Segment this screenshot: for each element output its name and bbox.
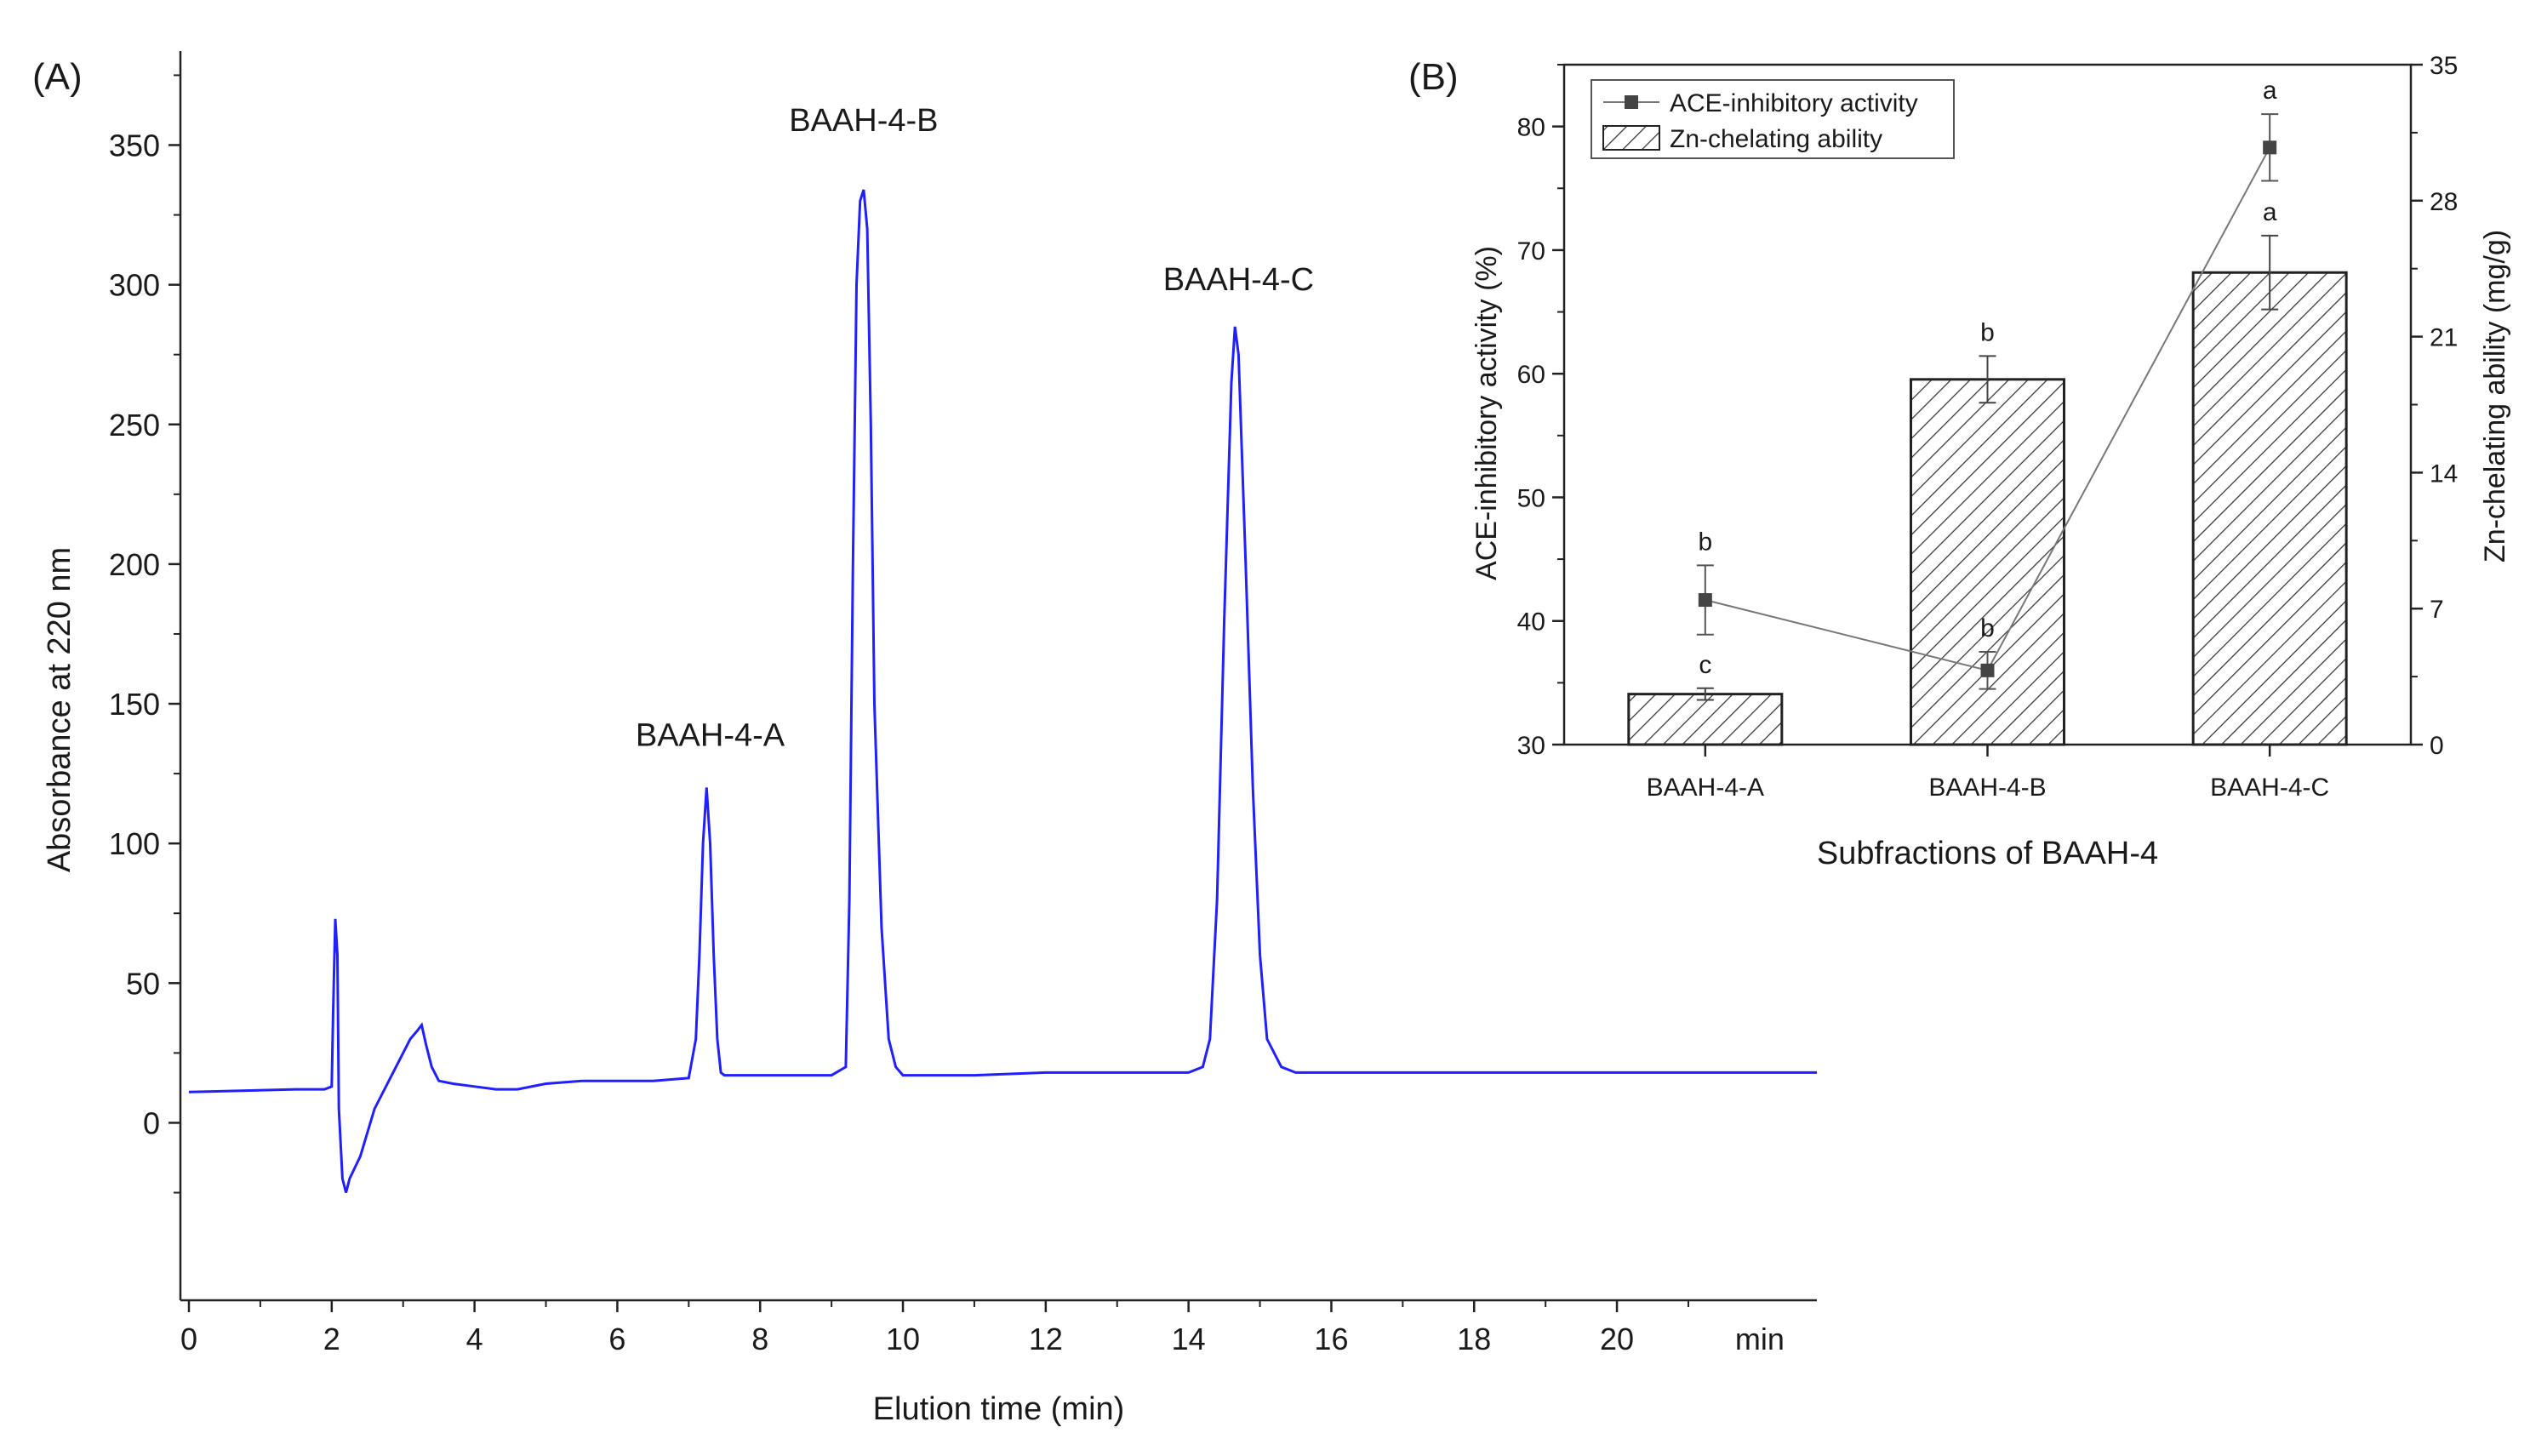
chromatogram-trace (188, 189, 1817, 1193)
y-tick-label: 200 (109, 547, 160, 582)
legend-box (1591, 79, 1955, 159)
y-tick-label: 30 (1517, 732, 1545, 760)
ace-point (2263, 140, 2277, 155)
legend-marker-swatch (1625, 95, 1638, 109)
x-tick-label: BAAH-4-B (1928, 774, 2046, 802)
activity-panel: (B) c b a 30 40 50 60 70 80 0 7 14 21 28 35 BAAH-4-A BA… (1408, 52, 2511, 871)
y-tick-label: 40 (1517, 608, 1545, 637)
y-tick-label: 50 (1517, 484, 1545, 512)
x-axis-title: Subfractions of BAAH-4 (1817, 836, 2158, 871)
x-tick-label: 20 (1600, 1322, 1634, 1356)
x-tick-label: 0 (180, 1322, 197, 1356)
zn-significance-letter: b (1980, 318, 1995, 346)
y-tick-label: 60 (1517, 361, 1545, 389)
panel-b-label: (B) (1408, 56, 1459, 98)
ace-point (1698, 593, 1712, 608)
x-tick-label: 8 (751, 1322, 768, 1356)
y-tick-label: 0 (143, 1105, 160, 1140)
panel-a-label: (A) (32, 56, 83, 98)
ace-point (1980, 663, 1995, 677)
zn-bar (2191, 271, 2348, 746)
x-axis-title: Elution time (min) (873, 1391, 1125, 1427)
x-axis-unit-tick: min (1735, 1322, 1785, 1356)
peak-label: BAAH-4-C (1163, 262, 1314, 298)
y2-tick-label: 28 (2430, 188, 2458, 216)
y-tick-label: 150 (109, 687, 160, 722)
x-tick-label: 4 (466, 1322, 483, 1356)
legend-hatch-swatch (1602, 125, 1660, 151)
ace-significance-letter: b (1980, 614, 1995, 642)
zn-significance-letter: c (1699, 651, 1711, 679)
y2-tick-label: 0 (2430, 732, 2444, 760)
peak-label: BAAH-4-B (789, 103, 938, 139)
legend: ACE-inhibitory activity Zn-chelating abil… (1591, 79, 1955, 159)
y2-tick-label: 21 (2430, 324, 2458, 352)
y-tick-label: 70 (1517, 237, 1545, 266)
y2-tick-label: 35 (2430, 52, 2458, 80)
x-tick-label: 12 (1029, 1322, 1063, 1356)
x-tick-label: 14 (1172, 1322, 1206, 1356)
x-tick-label: BAAH-4-C (2210, 774, 2329, 802)
y-tick-label: 350 (109, 128, 160, 163)
x-tick-label: 18 (1457, 1322, 1491, 1356)
zn-significance-letter: a (2263, 198, 2277, 226)
x-tick-label: 2 (323, 1322, 340, 1356)
y-tick-label: 250 (109, 408, 160, 443)
y2-axis-title: Zn-chelating ability (mg/g) (2479, 230, 2511, 562)
y2-tick-label: 14 (2430, 460, 2458, 488)
chromatogram-panel: (A) 0 50 100 150 200 250 300 350 0 2 4 6 8 10 12 14 16 18… (32, 51, 1817, 1427)
x-tick-label: 10 (886, 1322, 920, 1356)
y-tick-label: 100 (109, 826, 160, 861)
x-tick-label: BAAH-4-A (1647, 774, 1764, 802)
ace-significance-letter: b (1698, 528, 1712, 556)
y-axis-title: Absorbance at 220 nm (42, 547, 77, 872)
y-tick-label: 300 (109, 268, 160, 303)
y-tick-label: 80 (1517, 114, 1545, 142)
x-tick-label: 16 (1314, 1322, 1348, 1356)
legend-label: ACE-inhibitory activity (1670, 89, 1918, 117)
legend-label: Zn-chelating ability (1670, 125, 1882, 153)
x-tick-label: 6 (608, 1322, 625, 1356)
y2-tick-label: 7 (2430, 596, 2444, 624)
zn-bar (1627, 693, 1784, 746)
peak-label: BAAH-4-A (636, 717, 785, 753)
y-tick-label: 50 (126, 966, 160, 1001)
y-axis-title: ACE-inhibitory activity (%) (1471, 246, 1503, 580)
ace-significance-letter: a (2263, 77, 2277, 105)
